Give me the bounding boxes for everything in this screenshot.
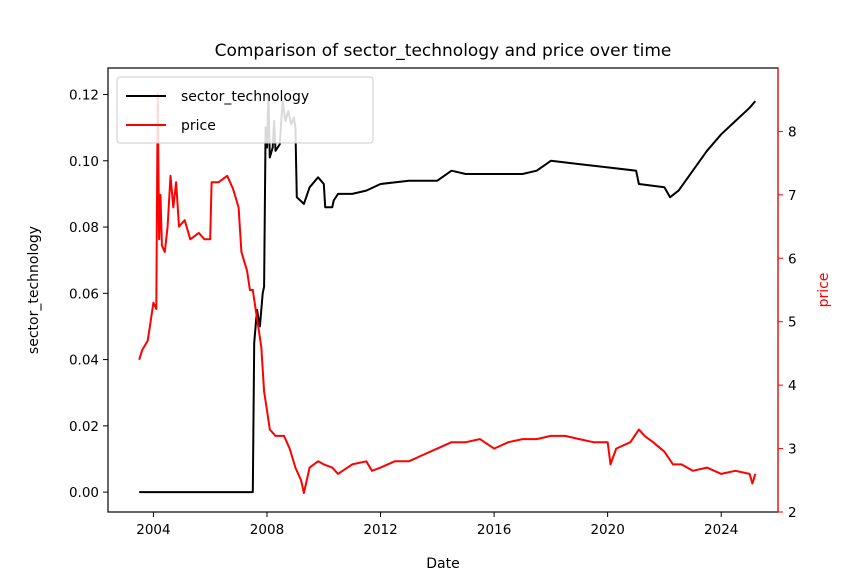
y-right-tick-label: 6 bbox=[788, 251, 797, 267]
y-left-tick-label: 0.06 bbox=[69, 286, 99, 302]
x-tick-label: 2008 bbox=[250, 522, 284, 538]
legend-label-price: price bbox=[181, 118, 216, 134]
x-tick-label: 2012 bbox=[363, 522, 397, 538]
y-right-tick-label: 7 bbox=[788, 188, 797, 204]
x-axis-ticks: 2004 2008 2012 2016 2020 2024 bbox=[136, 512, 738, 538]
x-tick-label: 2020 bbox=[590, 522, 624, 538]
y-right-tick-label: 3 bbox=[788, 442, 797, 458]
y-left-tick-label: 0.10 bbox=[69, 154, 99, 170]
x-tick-label: 2016 bbox=[477, 522, 511, 538]
y-left-tick-label: 0.08 bbox=[69, 220, 99, 236]
y-left-axis-ticks: 0.00 0.02 0.04 0.06 0.08 0.10 0.12 bbox=[69, 88, 108, 501]
legend-box bbox=[116, 76, 374, 144]
x-axis-label: Date bbox=[426, 556, 459, 572]
series-line-price bbox=[138, 92, 757, 494]
y-right-tick-label: 8 bbox=[788, 124, 797, 140]
series-line-sector-technology bbox=[139, 93, 757, 494]
y-left-tick-label: 0.12 bbox=[69, 88, 99, 104]
plot-lines bbox=[138, 92, 757, 494]
y-left-tick-label: 0.02 bbox=[69, 419, 99, 435]
x-tick-label: 2024 bbox=[704, 522, 738, 538]
y-left-tick-label: 0.04 bbox=[69, 353, 99, 369]
y-right-tick-label: 4 bbox=[788, 378, 797, 394]
legend-label-sector-technology: sector_technology bbox=[181, 89, 309, 105]
legend: sector_technology price bbox=[116, 76, 374, 144]
y-left-axis-label: sector_technology bbox=[26, 226, 42, 354]
y-left-tick-label: 0.00 bbox=[69, 485, 99, 501]
chart-title: Comparison of sector_technology and pric… bbox=[215, 41, 672, 61]
y-right-axis-ticks: 2 3 4 5 6 7 8 bbox=[778, 124, 797, 521]
y-right-tick-label: 5 bbox=[788, 315, 797, 331]
y-right-axis-label: price bbox=[816, 273, 832, 308]
y-right-tick-label: 2 bbox=[788, 505, 797, 521]
x-tick-label: 2004 bbox=[136, 522, 170, 538]
